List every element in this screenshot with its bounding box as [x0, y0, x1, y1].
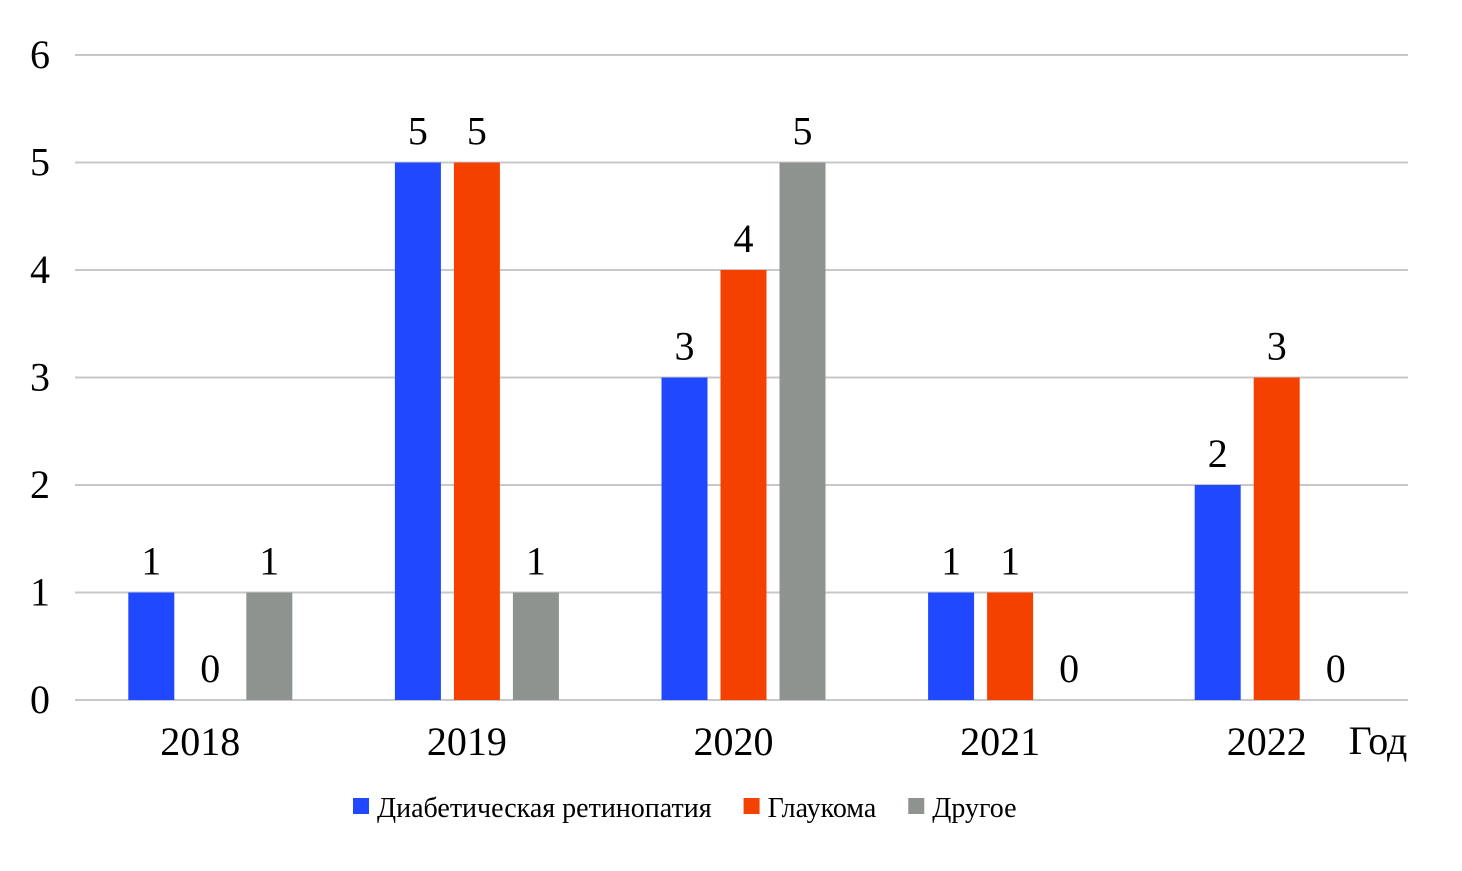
bar [928, 592, 975, 700]
data-label: 1 [259, 539, 279, 584]
bar [987, 592, 1034, 700]
data-label: 5 [408, 109, 428, 154]
bar [394, 162, 441, 700]
x-tick-label: 2019 [427, 719, 507, 764]
legend-swatch [908, 798, 925, 814]
x-axis-label: Год [1349, 718, 1408, 763]
legend-swatch [353, 798, 369, 814]
bar [246, 592, 293, 700]
data-label: 5 [793, 109, 813, 154]
bar [128, 592, 175, 700]
data-label: 0 [200, 646, 220, 691]
data-label: 1 [526, 539, 546, 584]
bar [779, 162, 826, 700]
bars [128, 162, 1300, 700]
data-label: 1 [141, 539, 161, 584]
y-tick-label: 2 [30, 462, 50, 507]
x-tick-label: 2022 [1227, 719, 1307, 764]
data-label: 3 [675, 324, 695, 369]
data-label: 1 [1000, 539, 1020, 584]
x-tick-label: 2018 [160, 719, 240, 764]
legend-label: Диабетическая ретинопатия [377, 793, 712, 824]
y-axis-ticks: 0 1 2 3 4 5 6 [30, 32, 50, 722]
x-axis-ticks: 2018 2019 2020 2021 2022 [160, 719, 1306, 764]
data-label: 1 [941, 539, 961, 584]
y-tick-label: 0 [30, 677, 50, 722]
bar [1194, 485, 1241, 700]
bar [720, 270, 767, 700]
bar [453, 162, 500, 700]
data-label: 3 [1267, 324, 1287, 369]
legend-label: Глаукома [768, 793, 877, 824]
x-tick-label: 2021 [960, 719, 1040, 764]
data-label: 4 [734, 216, 754, 261]
y-tick-label: 1 [30, 570, 50, 615]
data-label: 0 [1326, 646, 1346, 691]
bar [512, 592, 559, 700]
y-tick-label: 3 [30, 355, 50, 400]
y-tick-label: 5 [30, 140, 50, 185]
legend: Диабетическая ретинопатия Глаукома Другое [353, 793, 1017, 824]
bar [1253, 377, 1300, 700]
data-label: 0 [1059, 646, 1079, 691]
data-label: 2 [1208, 431, 1228, 476]
y-tick-label: 6 [30, 32, 50, 77]
data-label: 5 [467, 109, 487, 154]
legend-label: Другое [932, 793, 1016, 824]
x-tick-label: 2020 [694, 719, 774, 764]
bar [661, 377, 708, 700]
legend-swatch [743, 798, 760, 814]
y-tick-label: 4 [30, 247, 50, 292]
